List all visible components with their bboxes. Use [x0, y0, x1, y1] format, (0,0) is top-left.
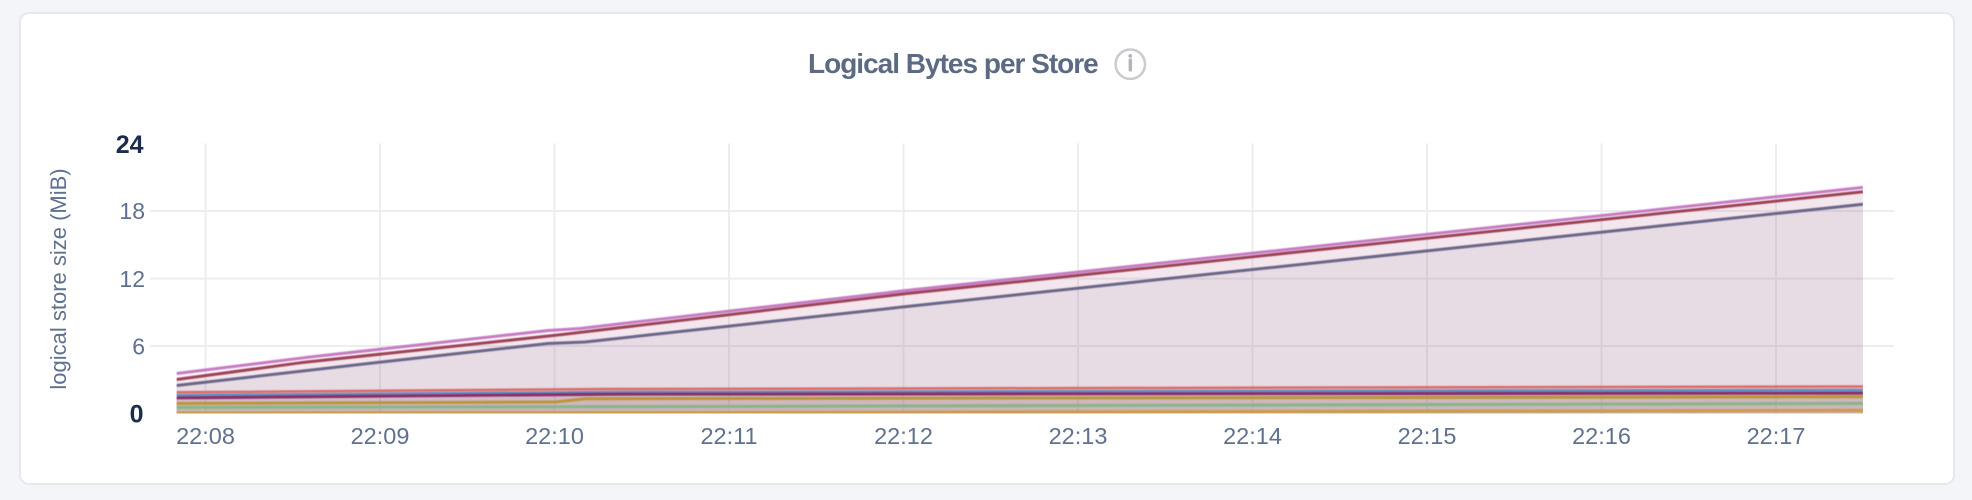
svg-text:Logical Bytes per Store: Logical Bytes per Store [808, 48, 1098, 79]
svg-text:18: 18 [119, 198, 145, 224]
svg-text:22:09: 22:09 [351, 423, 410, 449]
svg-text:logical store size (MiB): logical store size (MiB) [46, 168, 71, 389]
svg-text:12: 12 [119, 266, 145, 292]
svg-text:0: 0 [130, 401, 144, 429]
svg-text:22:15: 22:15 [1398, 423, 1457, 449]
svg-text:22:17: 22:17 [1747, 423, 1806, 449]
svg-text:22:11: 22:11 [700, 423, 757, 449]
svg-text:22:08: 22:08 [176, 423, 235, 449]
svg-text:22:14: 22:14 [1223, 423, 1282, 449]
svg-text:22:10: 22:10 [525, 423, 584, 449]
svg-text:22:13: 22:13 [1049, 423, 1108, 449]
svg-text:22:12: 22:12 [874, 423, 933, 449]
svg-text:6: 6 [132, 333, 145, 359]
svg-text:22:16: 22:16 [1572, 423, 1631, 449]
svg-text:24: 24 [116, 131, 144, 159]
